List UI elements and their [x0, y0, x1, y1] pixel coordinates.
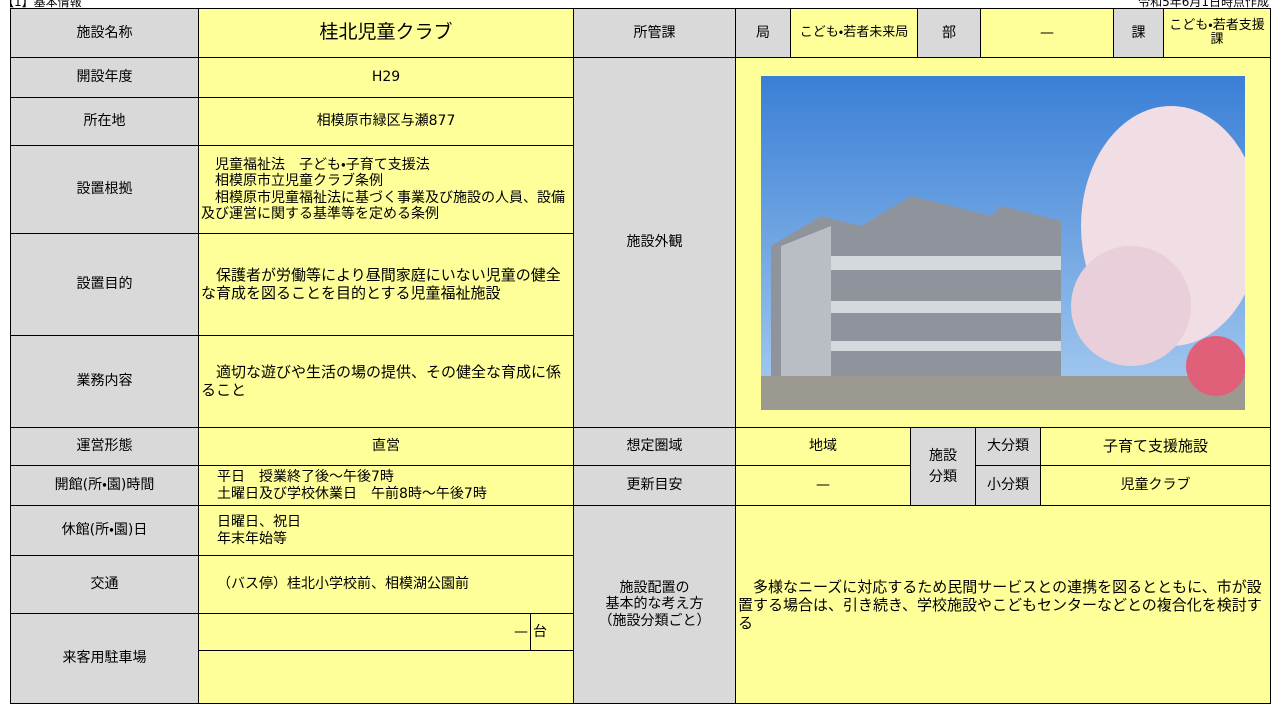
label: 課 — [1113, 8, 1164, 58]
label: 部 — [917, 8, 981, 58]
value: — — [735, 465, 911, 506]
value: 保護者が労働等により昼間家庭にいない児童の健全な育成を図ることを目的とする児童福… — [198, 233, 574, 336]
label: 所管課 — [573, 8, 736, 58]
value: 地域 — [735, 427, 911, 466]
value: 子育て支援施設 — [1040, 427, 1271, 466]
label: 局 — [735, 8, 791, 58]
photo-cell — [735, 57, 1271, 428]
label: 交通 — [10, 555, 199, 614]
label: 設置目的 — [10, 233, 199, 336]
label: 所在地 — [10, 97, 199, 146]
label: 開設年度 — [10, 57, 199, 98]
label: 施設分類 — [910, 427, 976, 506]
label: 設置根拠 — [10, 145, 199, 234]
value: 児童福祉法 子ども・子育て支援法 相模原市立児童クラブ条例 相模原市児童福祉法に… — [198, 145, 574, 234]
label: 来客用駐車場 — [10, 613, 199, 704]
header-title: 【1】基本情報 — [2, 0, 82, 9]
label: 施設名称 — [10, 8, 199, 58]
label: 運営形態 — [10, 427, 199, 466]
label: 施設配置の 基本的な考え方 （施設分類ごと） — [573, 505, 736, 704]
value: 日曜日、祝日 年末年始等 — [198, 505, 574, 556]
value: 適切な遊びや生活の場の提供、その健全な育成に係ること — [198, 335, 574, 428]
value: H29 — [198, 57, 574, 98]
label: 更新目安 — [573, 465, 736, 506]
label: 想定圏域 — [573, 427, 736, 466]
value: （バス停）桂北小学校前、相模湖公園前 — [198, 555, 574, 614]
value: こども・若者未来局 — [790, 8, 918, 58]
value: こども・若者支援課 — [1163, 8, 1271, 58]
label: 休館(所・園)日 — [10, 505, 199, 556]
parking-value: — — [198, 613, 531, 651]
policy-text: 多様なニーズに対応するため民間サービスとの連携を図るとともに、市が設置する場合は… — [735, 505, 1271, 704]
facility-name: 桂北児童クラブ — [198, 8, 574, 58]
value: 平日 授業終了後～午後7時 土曜日及び学校休業日 午前8時～午後7時 — [198, 465, 574, 506]
header-date: 令和5年6月1日時点作成 — [1138, 0, 1269, 9]
value: 直営 — [198, 427, 574, 466]
label: 小分類 — [975, 465, 1041, 506]
label: 開館(所・園)時間 — [10, 465, 199, 506]
label: 大分類 — [975, 427, 1041, 466]
empty-cell — [198, 650, 574, 704]
value: 児童クラブ — [1040, 465, 1271, 506]
value: — — [980, 8, 1114, 58]
label: 業務内容 — [10, 335, 199, 428]
facility-photo — [761, 75, 1245, 410]
parking-unit: 台 — [530, 613, 574, 651]
label: 施設外観 — [573, 57, 736, 428]
value: 相模原市緑区与瀬877 — [198, 97, 574, 146]
